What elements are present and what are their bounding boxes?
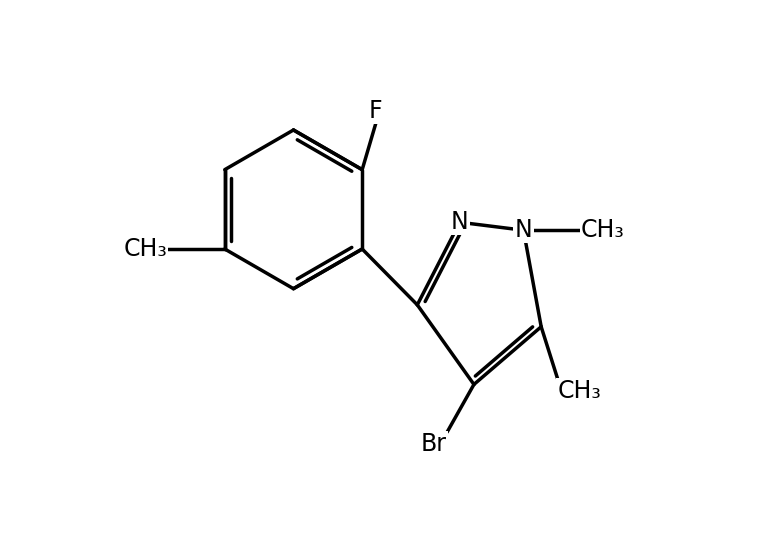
Text: N: N bbox=[515, 218, 533, 242]
Text: CH₃: CH₃ bbox=[581, 218, 625, 242]
Text: F: F bbox=[369, 99, 383, 123]
Text: N: N bbox=[451, 210, 468, 234]
Text: CH₃: CH₃ bbox=[124, 237, 167, 261]
Text: Br: Br bbox=[421, 432, 447, 456]
Text: CH₃: CH₃ bbox=[557, 379, 601, 403]
